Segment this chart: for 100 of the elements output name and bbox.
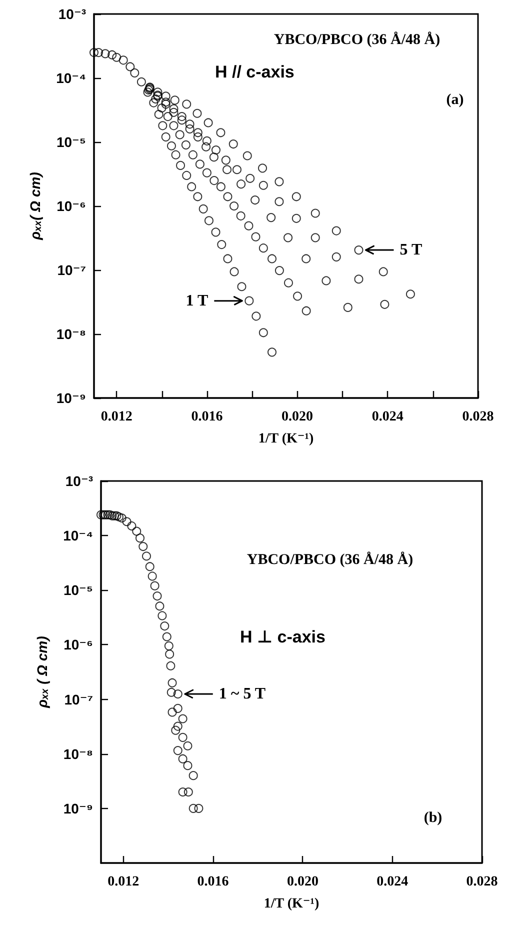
x-tick-label: 0.012 — [100, 410, 132, 424]
point — [177, 112, 186, 122]
point — [302, 254, 311, 264]
point — [332, 252, 341, 262]
annotation: (b) — [424, 810, 442, 826]
annotation: (a) — [446, 92, 464, 108]
point — [158, 611, 167, 620]
point — [118, 56, 128, 65]
point — [152, 592, 162, 601]
point — [236, 211, 246, 220]
x-tick-label: 0.028 — [466, 874, 498, 890]
point — [406, 290, 415, 299]
point — [258, 180, 268, 190]
point — [112, 511, 122, 520]
point — [188, 804, 198, 813]
point — [354, 274, 364, 284]
point — [168, 678, 177, 688]
point — [177, 116, 186, 125]
point — [252, 312, 261, 321]
y-tick-label: 10⁻³ — [65, 473, 94, 489]
point — [153, 88, 162, 97]
point — [166, 688, 176, 697]
point — [94, 48, 104, 58]
point — [236, 180, 246, 189]
point — [185, 120, 194, 129]
point — [232, 165, 242, 174]
point — [178, 788, 188, 796]
y-tick-label: 10⁻⁷ — [57, 262, 86, 278]
point — [161, 132, 170, 142]
point — [274, 266, 284, 276]
y-axis-title: ρₓₓ ( Ω cm) — [34, 636, 50, 709]
annotation: H // c-axis — [215, 62, 294, 82]
annotation: H ⊥ c-axis — [240, 628, 326, 646]
point — [182, 100, 192, 109]
point — [130, 68, 140, 78]
y-tick-label: 10⁻⁶ — [56, 198, 86, 214]
point — [310, 233, 320, 242]
point — [378, 267, 388, 276]
point — [266, 213, 276, 222]
point — [169, 121, 178, 130]
y-tick-label: 10⁻⁴ — [63, 528, 94, 544]
point — [178, 714, 188, 724]
point — [193, 132, 202, 142]
point — [284, 233, 293, 242]
point — [184, 788, 193, 796]
point — [188, 771, 198, 780]
point — [258, 164, 268, 173]
point — [244, 221, 254, 230]
point — [178, 754, 188, 764]
point — [268, 254, 276, 264]
point — [112, 52, 122, 62]
x-tick-label: 0.016 — [191, 410, 223, 424]
point — [244, 296, 254, 306]
point — [198, 204, 208, 214]
point — [142, 552, 151, 561]
point — [166, 141, 176, 150]
point — [187, 182, 196, 192]
x-tick-label: 0.024 — [372, 410, 404, 424]
point — [246, 174, 255, 183]
annotation: YBCO/PBCO (36 Å/48 Å) — [274, 31, 440, 48]
y-axis-title: ρₓₓ( Ω cm) — [27, 172, 43, 241]
y-tick-label: 10⁻⁶ — [64, 636, 93, 653]
x-tick-label: 0.016 — [197, 874, 229, 890]
point — [182, 170, 192, 180]
point — [170, 96, 180, 105]
point — [183, 741, 192, 750]
point — [204, 118, 213, 128]
point — [204, 216, 214, 226]
point — [161, 92, 170, 101]
x-axis-title: 1/T (K⁻¹) — [264, 896, 320, 912]
point — [223, 192, 232, 202]
point — [210, 176, 219, 186]
point — [161, 98, 170, 107]
point — [193, 192, 202, 202]
point — [268, 348, 276, 357]
point — [343, 302, 352, 312]
point — [105, 510, 114, 520]
point — [322, 276, 331, 286]
point — [173, 722, 182, 731]
point — [158, 121, 168, 130]
point — [250, 196, 260, 205]
point — [193, 128, 202, 138]
y-tick-label: 10⁻⁸ — [56, 326, 86, 342]
point — [195, 160, 204, 169]
point — [168, 708, 177, 717]
point — [176, 160, 186, 170]
point — [181, 140, 190, 150]
point — [122, 517, 132, 526]
point — [221, 156, 230, 165]
point — [202, 142, 211, 152]
point — [169, 104, 178, 114]
point — [136, 534, 144, 543]
point — [258, 244, 268, 253]
y-tick-label: 10⁻³ — [58, 6, 86, 22]
y-tick-label: 10⁻⁵ — [56, 134, 86, 150]
annotation: 1 ~ 5 T — [218, 685, 266, 702]
point — [228, 140, 238, 149]
point — [310, 208, 320, 218]
point — [293, 292, 302, 301]
point — [242, 151, 252, 160]
